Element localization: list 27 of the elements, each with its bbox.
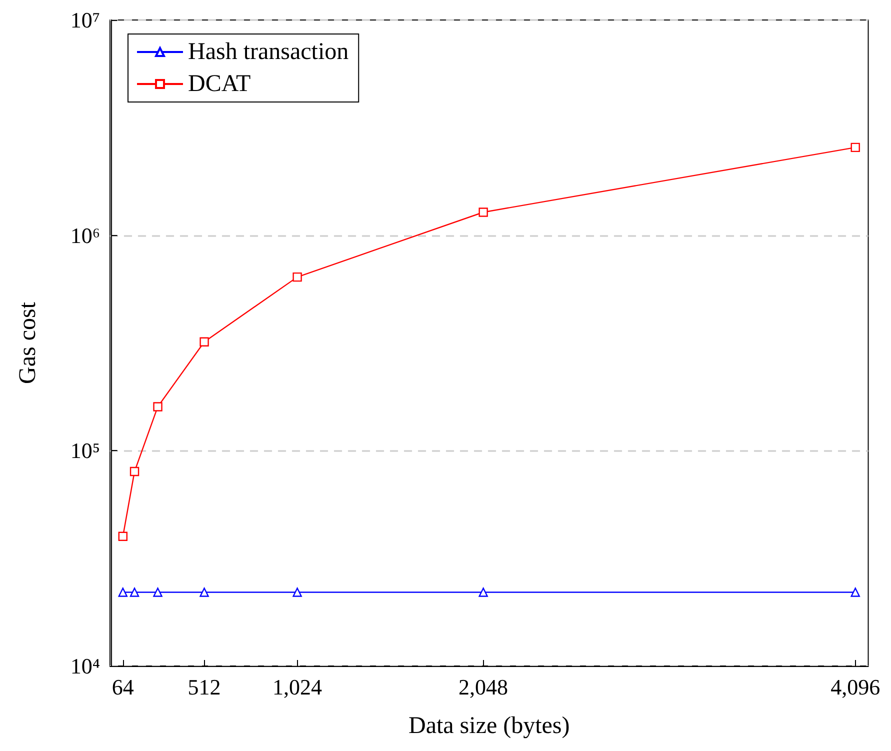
point — [200, 337, 209, 346]
point — [478, 588, 488, 597]
y-tick-label: 10⁷ — [70, 8, 100, 32]
y-axis-title: Gas cost — [15, 302, 41, 384]
point — [130, 588, 140, 597]
y-tick-label: 10⁵ — [70, 438, 100, 464]
x-tick-label: 512 — [188, 674, 221, 700]
point — [850, 588, 860, 597]
point — [153, 588, 162, 597]
x-tick-label: 4,096 — [830, 674, 880, 700]
point — [850, 142, 860, 152]
x-axis-title: Data size (bytes) — [408, 713, 570, 739]
x-tick-label: 1,024 — [272, 674, 322, 700]
point — [292, 588, 302, 597]
legend-label: Hash transaction — [188, 39, 349, 65]
point — [118, 588, 128, 597]
point — [153, 402, 162, 412]
x-tick-label: 64 — [112, 674, 134, 700]
y-tick-label: 10⁴ — [70, 654, 100, 678]
point — [292, 272, 302, 282]
point — [478, 208, 488, 217]
point — [200, 588, 209, 597]
legend-label: DCAT — [188, 71, 252, 97]
point — [118, 532, 128, 541]
point — [130, 466, 140, 476]
x-tick-label: 2,048 — [458, 674, 508, 700]
y-tick-label: 10⁶ — [70, 222, 100, 248]
